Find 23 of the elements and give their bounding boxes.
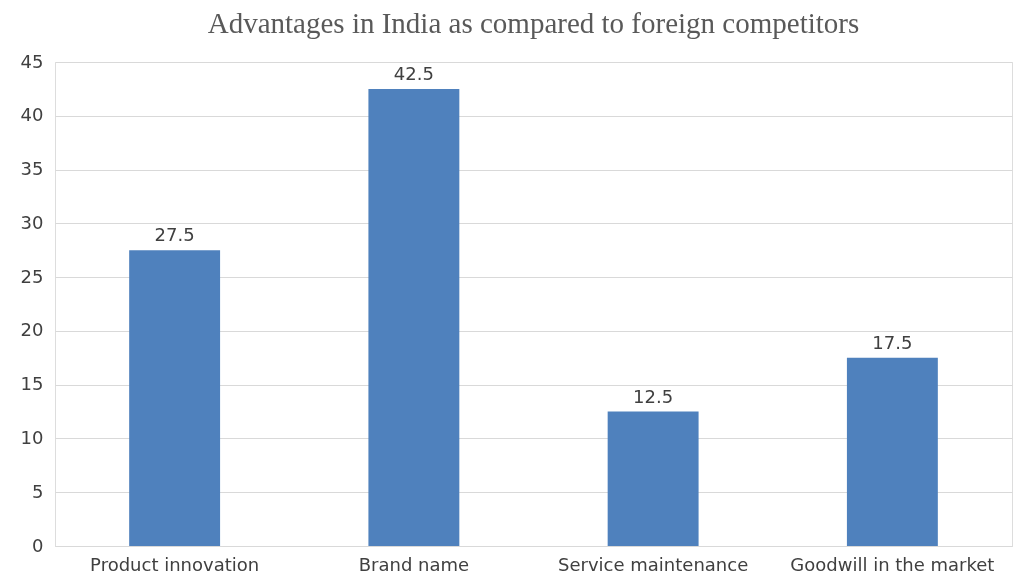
y-tick-label: 20 bbox=[20, 319, 44, 341]
y-tick-label: 45 bbox=[20, 50, 44, 72]
bar bbox=[129, 250, 221, 546]
x-tick-label: Brand name bbox=[358, 553, 470, 575]
y-tick-label: 10 bbox=[20, 426, 44, 448]
data-label: 12.5 bbox=[633, 385, 674, 407]
x-tick-label: Goodwill in the market bbox=[790, 553, 995, 575]
chart-title: Advantages in India as compared to foreign competitors bbox=[207, 7, 860, 39]
data-label: 42.5 bbox=[393, 62, 434, 84]
bar bbox=[368, 88, 460, 546]
y-tick-label: 40 bbox=[20, 104, 44, 126]
y-tick-label: 30 bbox=[20, 211, 44, 233]
y-tick-label: 0 bbox=[32, 534, 44, 556]
y-tick-label: 25 bbox=[20, 265, 44, 287]
x-tick-label: Product innovation bbox=[90, 553, 260, 575]
y-tick-label: 15 bbox=[20, 373, 44, 395]
y-tick-label: 35 bbox=[20, 158, 44, 180]
y-tick-label: 5 bbox=[32, 480, 44, 502]
data-label: 27.5 bbox=[154, 224, 195, 246]
data-label: 17.5 bbox=[872, 331, 913, 353]
bar bbox=[846, 357, 938, 546]
bar bbox=[607, 411, 699, 546]
x-tick-label: Service maintenance bbox=[558, 553, 749, 575]
